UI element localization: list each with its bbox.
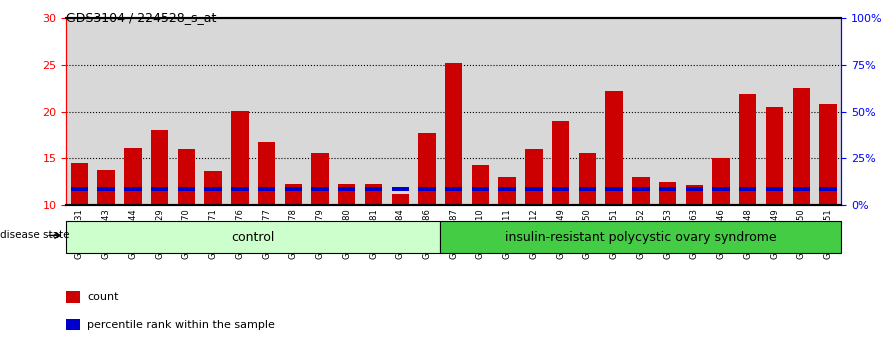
Bar [659,187,677,191]
Bar [231,187,248,191]
Bar [633,187,649,191]
Bar [151,187,168,191]
Bar [98,187,115,191]
Bar [124,148,142,205]
Bar [418,187,436,191]
Bar [499,177,516,205]
Bar [231,110,248,205]
Bar [391,194,409,205]
Bar [819,187,837,191]
Bar [124,187,142,191]
Bar [178,187,195,191]
Bar [66,291,80,303]
Bar [365,187,382,191]
Bar [258,142,275,205]
Bar [471,187,489,191]
Bar [685,187,703,191]
Bar [311,153,329,205]
Bar [819,104,837,205]
FancyBboxPatch shape [440,221,841,253]
Bar [258,187,275,191]
Bar [204,187,222,191]
Bar [445,187,463,191]
Bar [525,149,543,205]
Bar [151,130,168,205]
Bar [204,171,222,205]
Bar [552,121,569,205]
Bar [766,187,783,191]
Bar [739,187,757,191]
Text: percentile rank within the sample: percentile rank within the sample [87,320,275,330]
Bar [285,187,302,191]
Bar [391,187,409,191]
Bar [579,153,596,205]
Text: GDS3104 / 224528_s_at: GDS3104 / 224528_s_at [66,11,217,24]
Bar [605,91,623,205]
Bar [685,185,703,205]
Bar [605,187,623,191]
Text: insulin-resistant polycystic ovary syndrome: insulin-resistant polycystic ovary syndr… [505,231,777,244]
Bar [525,187,543,191]
Bar [70,163,88,205]
Bar [338,187,355,191]
Bar [471,165,489,205]
Bar [739,94,757,205]
Bar [793,187,810,191]
Bar [338,184,355,205]
Bar [311,187,329,191]
Bar [365,184,382,205]
Bar [178,149,195,205]
Bar [713,187,729,191]
Bar [445,63,463,205]
Bar [659,182,677,205]
Text: disease state: disease state [0,230,70,240]
Text: control: control [232,231,275,244]
Bar [633,177,649,205]
Bar [499,187,516,191]
Bar [766,107,783,205]
Bar [713,159,729,205]
Bar [418,133,436,205]
FancyBboxPatch shape [66,221,440,253]
Bar [579,187,596,191]
Bar [793,88,810,205]
Bar [70,187,88,191]
Bar [552,187,569,191]
Bar [98,170,115,205]
Bar [66,319,80,330]
Bar [285,184,302,205]
Text: count: count [87,292,119,302]
